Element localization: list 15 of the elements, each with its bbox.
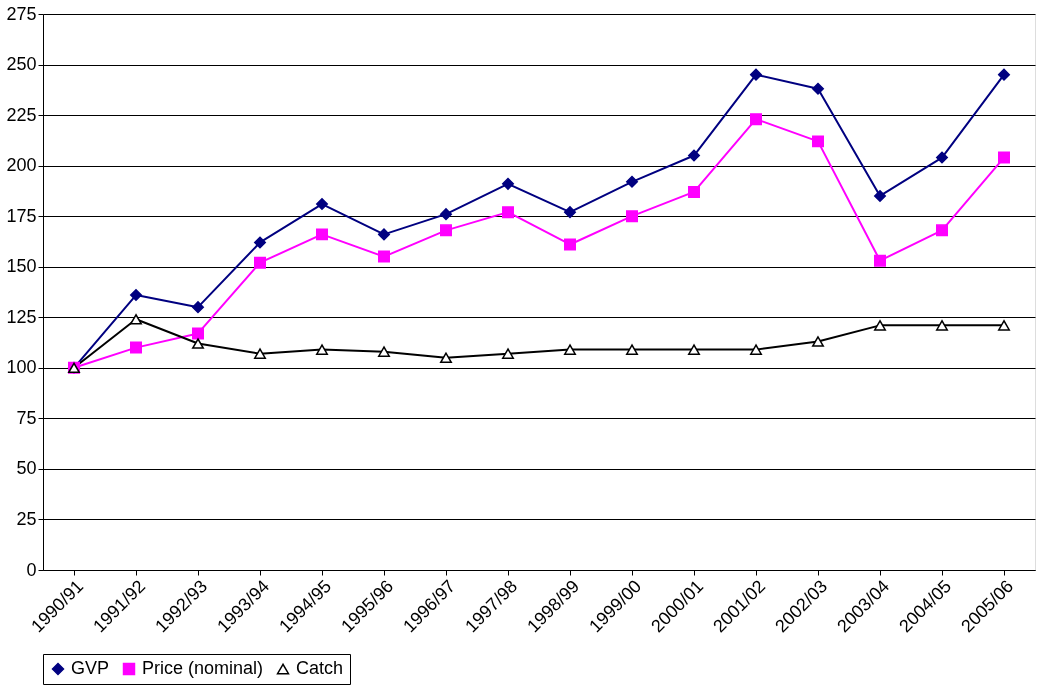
y-tick-label: 25 [16,508,37,529]
y-tick-label: 250 [6,54,37,75]
y-tick-label: 225 [6,104,37,125]
y-tick-label: 0 [26,559,37,580]
y-tick-label: 200 [6,155,37,176]
y-tick-label: 125 [6,306,37,327]
legend-label: GVP [71,658,110,678]
legend-label: Price (nominal) [142,658,264,678]
y-tick-label: 100 [6,357,37,378]
y-tick-label: 275 [6,3,37,24]
y-tick-label: 50 [16,458,37,479]
y-tick-label: 75 [16,407,37,428]
legend-label: Catch [296,658,344,678]
y-tick-label: 150 [6,256,37,277]
y-tick-label: 175 [6,205,37,226]
